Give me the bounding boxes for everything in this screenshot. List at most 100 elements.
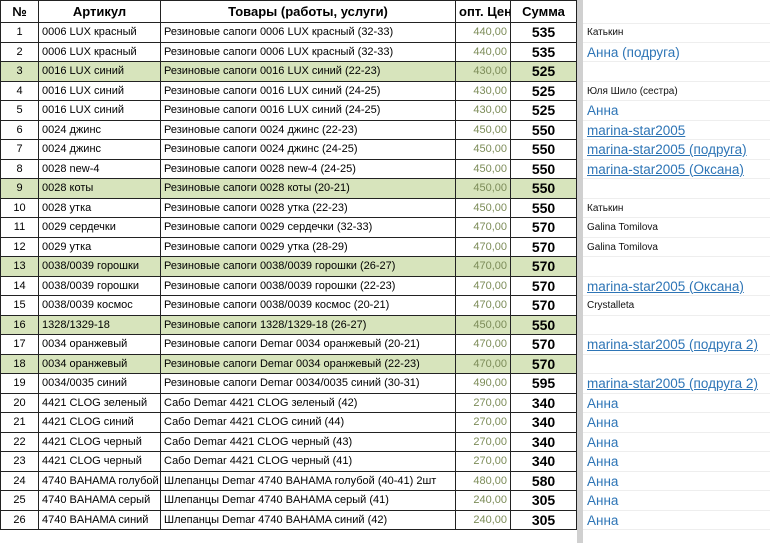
goods: Сабо Demar 4421 CLOG черный (41) <box>160 451 456 472</box>
sum: 570 <box>510 217 577 238</box>
table-row: 4 0016 LUX синий Резиновые сапоги 0016 LUX… <box>0 80 577 101</box>
header-article: Артикул <box>38 0 161 23</box>
article: 0016 LUX синий <box>38 80 161 101</box>
note: Катькин <box>583 23 770 43</box>
sum: 570 <box>510 295 577 316</box>
article: 0028 new-4 <box>38 158 161 179</box>
note: marina-star2005 (подруга 2) <box>583 374 770 394</box>
note: Анна <box>583 452 770 472</box>
goods: Сабо Demar 4421 CLOG зеленый (42) <box>160 392 456 413</box>
note <box>583 62 770 82</box>
row-number: 13 <box>0 256 39 277</box>
table-row: 10 0028 утка Резиновые сапоги 0028 утка (2… <box>0 197 577 218</box>
table-row: 25 4740 BAHAMA серый Шлепанцы Demar 4740 B… <box>0 490 577 511</box>
note: Анна <box>583 413 770 433</box>
sum: 550 <box>510 158 577 179</box>
article: 4421 CLOG черный <box>38 431 161 452</box>
price: 480,00 <box>455 470 511 491</box>
row-number: 15 <box>0 295 39 316</box>
article: 0038/0039 горошки <box>38 275 161 296</box>
goods: Резиновые сапоги 0028 утка (22-23) <box>160 197 456 218</box>
note: Анна <box>583 511 770 530</box>
sum: 570 <box>510 256 577 277</box>
goods: Резиновые сапоги 0028 new-4 (24-25) <box>160 158 456 179</box>
table-row: 3 0016 LUX синий Резиновые сапоги 0016 LUX… <box>0 61 577 82</box>
goods: Резиновые сапоги 0024 джинс (22-23) <box>160 119 456 140</box>
price: 470,00 <box>455 353 511 374</box>
table-row: 11 0029 сердечки Резиновые сапоги 0029 сер… <box>0 217 577 238</box>
note: Анна <box>583 101 770 121</box>
table-row: 26 4740 BAHAMA синий Шлепанцы Demar 4740 B… <box>0 509 577 530</box>
note <box>583 179 770 199</box>
row-number: 25 <box>0 490 39 511</box>
goods: Резиновые сапоги 0038/0039 горошки (26-2… <box>160 256 456 277</box>
row-number: 11 <box>0 217 39 238</box>
sum: 340 <box>510 451 577 472</box>
row-number: 1 <box>0 22 39 43</box>
row-number: 24 <box>0 470 39 491</box>
price: 470,00 <box>455 256 511 277</box>
article: 1328/1329-18 <box>38 314 161 335</box>
sum: 550 <box>510 119 577 140</box>
goods: Резиновые сапоги 0006 LUX красный (32-33… <box>160 22 456 43</box>
price: 470,00 <box>455 334 511 355</box>
goods: Резиновые сапоги 0029 утка (28-29) <box>160 236 456 257</box>
article: 4421 CLOG синий <box>38 412 161 433</box>
row-number: 23 <box>0 451 39 472</box>
notes-column: Катькин Анна (подруга) Юля Шило (сестра) Ан… <box>583 23 770 530</box>
row-number: 2 <box>0 41 39 62</box>
article: 0028 коты <box>38 178 161 199</box>
article: 0034/0035 синий <box>38 373 161 394</box>
article: 0038/0039 горошки <box>38 256 161 277</box>
table-row: 21 4421 CLOG синий Сабо Demar 4421 CLOG си… <box>0 412 577 433</box>
note: Анна <box>583 472 770 491</box>
sum: 570 <box>510 275 577 296</box>
price: 470,00 <box>455 217 511 238</box>
note: Galina Tomilova <box>583 218 770 238</box>
goods: Шлепанцы Demar 4740 BAHAMA синий (42) <box>160 509 456 530</box>
note: Анна (подруга) <box>583 43 770 62</box>
price: 470,00 <box>455 236 511 257</box>
price: 470,00 <box>455 295 511 316</box>
sum: 535 <box>510 41 577 62</box>
header-number: № <box>0 0 39 23</box>
goods: Резиновые сапоги Demar 0034 оранжевый (2… <box>160 334 456 355</box>
goods: Резиновые сапоги Demar 0034/0035 синий (… <box>160 373 456 394</box>
row-number: 5 <box>0 100 39 121</box>
table-row: 2 0006 LUX красный Резиновые сапоги 0006 L… <box>0 41 577 62</box>
note: marina-star2005 <box>583 121 770 140</box>
article: 0016 LUX синий <box>38 100 161 121</box>
article: 4740 BAHAMA серый <box>38 490 161 511</box>
row-number: 21 <box>0 412 39 433</box>
note: marina-star2005 (Оксана) <box>583 160 770 179</box>
sum: 525 <box>510 80 577 101</box>
goods: Резиновые сапоги 0038/0039 горошки (22-2… <box>160 275 456 296</box>
table-row: 8 0028 new-4 Резиновые сапоги 0028 new-4 (… <box>0 158 577 179</box>
goods: Резиновые сапоги 0006 LUX красный (32-33… <box>160 41 456 62</box>
goods: Резиновые сапоги 0028 коты (20-21) <box>160 178 456 199</box>
sum: 340 <box>510 392 577 413</box>
price: 430,00 <box>455 80 511 101</box>
sum: 580 <box>510 470 577 491</box>
note: Galina Tomilova <box>583 238 770 257</box>
price: 430,00 <box>455 100 511 121</box>
sum: 595 <box>510 373 577 394</box>
table-row: 6 0024 джинс Резиновые сапоги 0024 джинс (… <box>0 119 577 140</box>
header-goods: Товары (работы, услуги) <box>160 0 456 23</box>
price: 270,00 <box>455 431 511 452</box>
sum: 525 <box>510 100 577 121</box>
article: 0016 LUX синий <box>38 61 161 82</box>
header-price: опт. Цена <box>455 0 511 23</box>
article: 0024 джинс <box>38 119 161 140</box>
sum: 535 <box>510 22 577 43</box>
table-row: 18 0034 оранжевый Резиновые сапоги Demar 0… <box>0 353 577 374</box>
article: 0029 сердечки <box>38 217 161 238</box>
sum: 305 <box>510 509 577 530</box>
price: 450,00 <box>455 158 511 179</box>
sum: 550 <box>510 197 577 218</box>
row-number: 18 <box>0 353 39 374</box>
article: 4421 CLOG черный <box>38 451 161 472</box>
row-number: 10 <box>0 197 39 218</box>
goods: Шлепанцы Demar 4740 BAHAMA серый (41) <box>160 490 456 511</box>
